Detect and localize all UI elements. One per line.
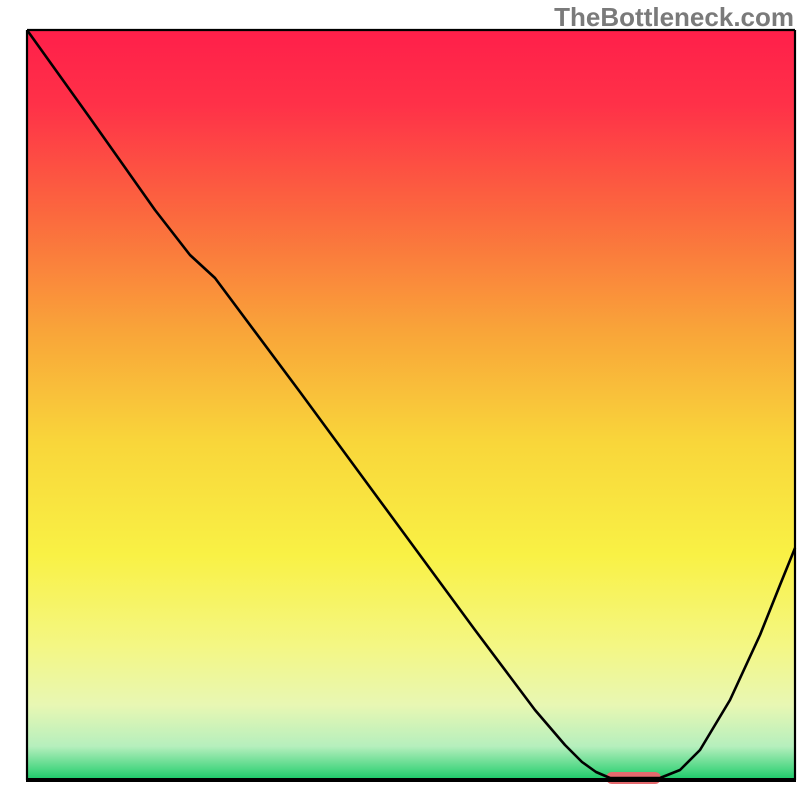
bottleneck-chart — [0, 0, 800, 800]
chart-container: TheBottleneck.com — [0, 0, 800, 800]
watermark-label: TheBottleneck.com — [554, 2, 794, 33]
